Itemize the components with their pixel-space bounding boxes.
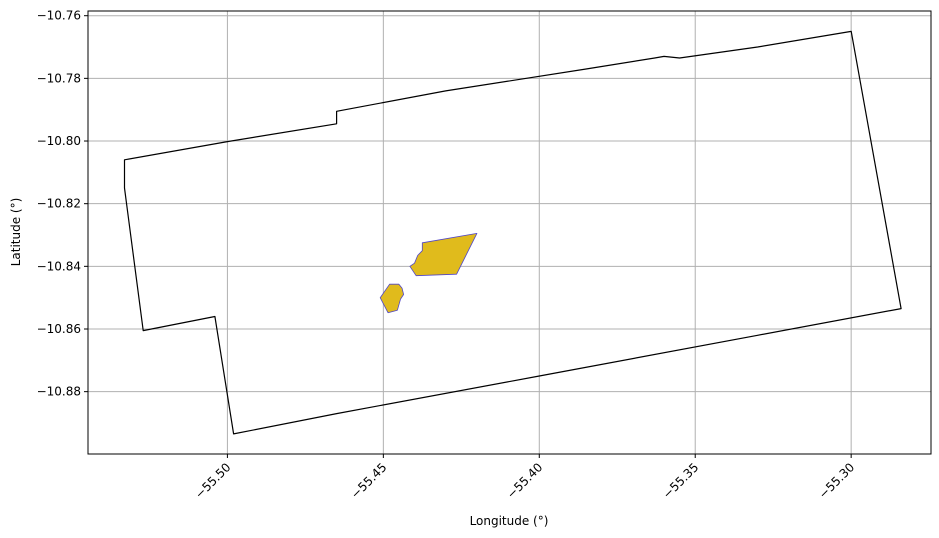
y-tick-label: −10.86 — [37, 322, 81, 336]
y-tick-label: −10.82 — [37, 197, 81, 211]
grid-lines — [88, 11, 931, 454]
plot-frame — [87, 10, 932, 455]
y-tick-label: −10.78 — [37, 71, 81, 85]
boundary-polygon — [123, 30, 902, 435]
y-tick-label: −10.84 — [37, 259, 81, 273]
y-axis-ticks: −10.76 −10.78 −10.80 −10.82 −10.84 −10.86 −10.… — [37, 9, 88, 399]
y-tick-label: −10.80 — [37, 134, 81, 148]
polygon-layer — [123, 30, 902, 435]
x-axis-label: Longitude (°) — [470, 514, 549, 528]
y-tick-label: −10.88 — [37, 385, 81, 399]
highlighted-patch — [409, 232, 478, 277]
y-axis-label: Latitude (°) — [9, 198, 23, 267]
y-tick-label: −10.76 — [37, 9, 81, 23]
highlighted-patch — [379, 283, 405, 314]
